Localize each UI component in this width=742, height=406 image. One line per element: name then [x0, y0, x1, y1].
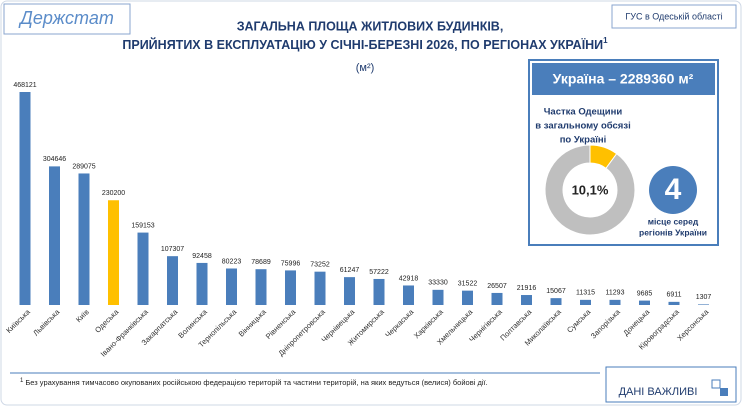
bar [698, 304, 709, 305]
chart-title: ПРИЙНЯТИХ В ЕКСПЛУАТАЦІЮ У СІЧНІ-БЕРЕЗНІ… [122, 36, 608, 52]
rank-label: місце серед [648, 216, 699, 226]
value-label: 159153 [131, 222, 154, 229]
bar [550, 298, 562, 305]
bar [344, 277, 355, 305]
donut-title: Частка Одещини [544, 107, 623, 118]
value-label: 80223 [222, 258, 242, 265]
brand-icon [711, 379, 721, 389]
bar [580, 299, 591, 305]
total-label: Україна – 2289360 м² [553, 71, 694, 87]
logo: Держстат [18, 8, 114, 28]
brand-icon [720, 388, 728, 396]
source-box [611, 4, 737, 29]
bar [255, 269, 267, 305]
value-label: 26507 [487, 283, 507, 290]
logo-box [3, 3, 131, 35]
bar [491, 292, 503, 305]
value-label: 11293 [606, 290, 625, 297]
bar [285, 270, 296, 305]
footnote: 1 Без урахування тимчасово окупованих рос… [20, 378, 488, 387]
value-label: 57222 [369, 269, 389, 276]
value-label: 42918 [399, 275, 419, 282]
bar [373, 278, 385, 305]
bar [49, 166, 60, 305]
bar [403, 285, 414, 305]
bar [167, 256, 178, 305]
brand: ДАНІ ВАЖЛИВІ [619, 386, 698, 398]
rank-badge [649, 166, 697, 214]
rank-label: регіонів України [639, 227, 707, 237]
footnote-text: Без урахування тимчасово окупованих росі… [25, 378, 487, 387]
value-label: 107307 [161, 246, 184, 253]
bar [196, 262, 208, 305]
value-label: 304646 [43, 156, 66, 163]
bar [609, 299, 621, 305]
bar [432, 289, 444, 305]
bar [462, 290, 473, 305]
summary-header [532, 63, 715, 95]
value-label: 6911 [666, 292, 681, 299]
value-label: 1307 [696, 294, 712, 301]
value-label: 78689 [251, 259, 271, 266]
bar [108, 200, 119, 305]
value-label: 15067 [546, 288, 566, 295]
donut-center-label: 10,1% [572, 182, 609, 197]
value-label: 75996 [281, 260, 301, 267]
rank: 4 [665, 173, 682, 206]
bar [314, 271, 326, 305]
value-label: 31522 [458, 281, 478, 288]
value-label: 230200 [102, 190, 125, 197]
brand-box [605, 366, 737, 403]
bar [639, 300, 650, 305]
value-label: 11315 [576, 290, 595, 297]
donut-segment [544, 144, 636, 236]
source: ГУС в Одеській області [625, 11, 722, 21]
value-label: 9685 [637, 290, 653, 297]
chart-subtitle: (м²) [356, 62, 375, 74]
donut-title: по Україні [560, 135, 607, 146]
bar [521, 295, 532, 305]
donut-title: в загальному обсязі [535, 121, 630, 132]
value-label: 61247 [340, 267, 360, 274]
value-label: 21916 [517, 285, 537, 292]
chart-title: ЗАГАЛЬНА ПЛОЩА ЖИТЛОВИХ БУДИНКІВ, [237, 19, 504, 33]
bar [668, 301, 680, 305]
bar [226, 268, 237, 305]
value-label: 289075 [72, 163, 95, 170]
chart-title-line: ПРИЙНЯТИХ В ЕКСПЛУАТАЦІЮ У СІЧНІ-БЕРЕЗНІ… [122, 37, 603, 52]
value-label: 92458 [192, 253, 212, 260]
value-label: 73252 [310, 262, 330, 269]
footnote-marker: 1 [20, 378, 24, 384]
bar [137, 232, 149, 305]
bar [78, 173, 90, 305]
title-note: 1 [603, 36, 608, 45]
value-label: 33330 [428, 280, 448, 287]
value-label: 468121 [13, 82, 36, 89]
bar [19, 92, 31, 305]
